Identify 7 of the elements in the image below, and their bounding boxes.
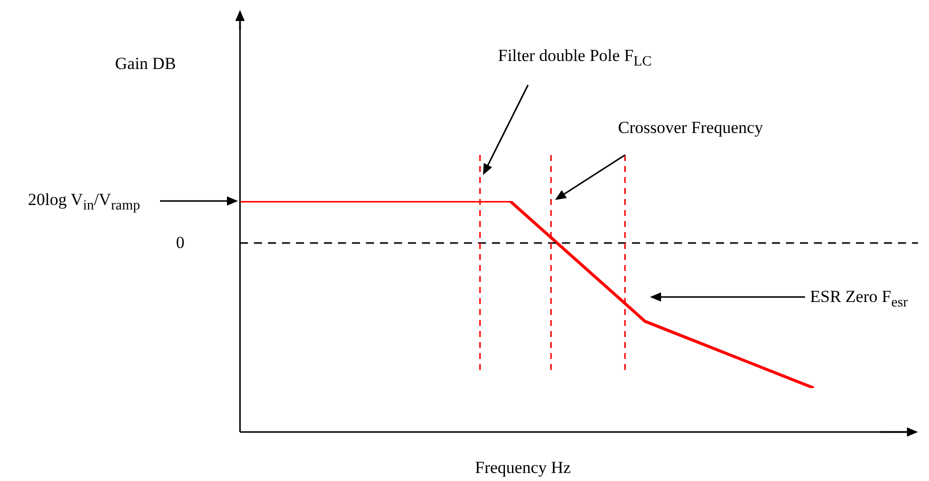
x-axis-title: Frequency Hz (475, 458, 571, 478)
text: Filter double Pole F$_{LC}$ (498, 46, 652, 70)
ref-line-label: 0 (176, 233, 184, 254)
annotation: ESR Zero F$_{esr}$ (810, 287, 908, 312)
text: 20log V$_{in}$/V$_{ramp}$ (28, 190, 140, 214)
text: Gain DB (115, 54, 176, 74)
text: Crossover Frequency (618, 118, 763, 138)
